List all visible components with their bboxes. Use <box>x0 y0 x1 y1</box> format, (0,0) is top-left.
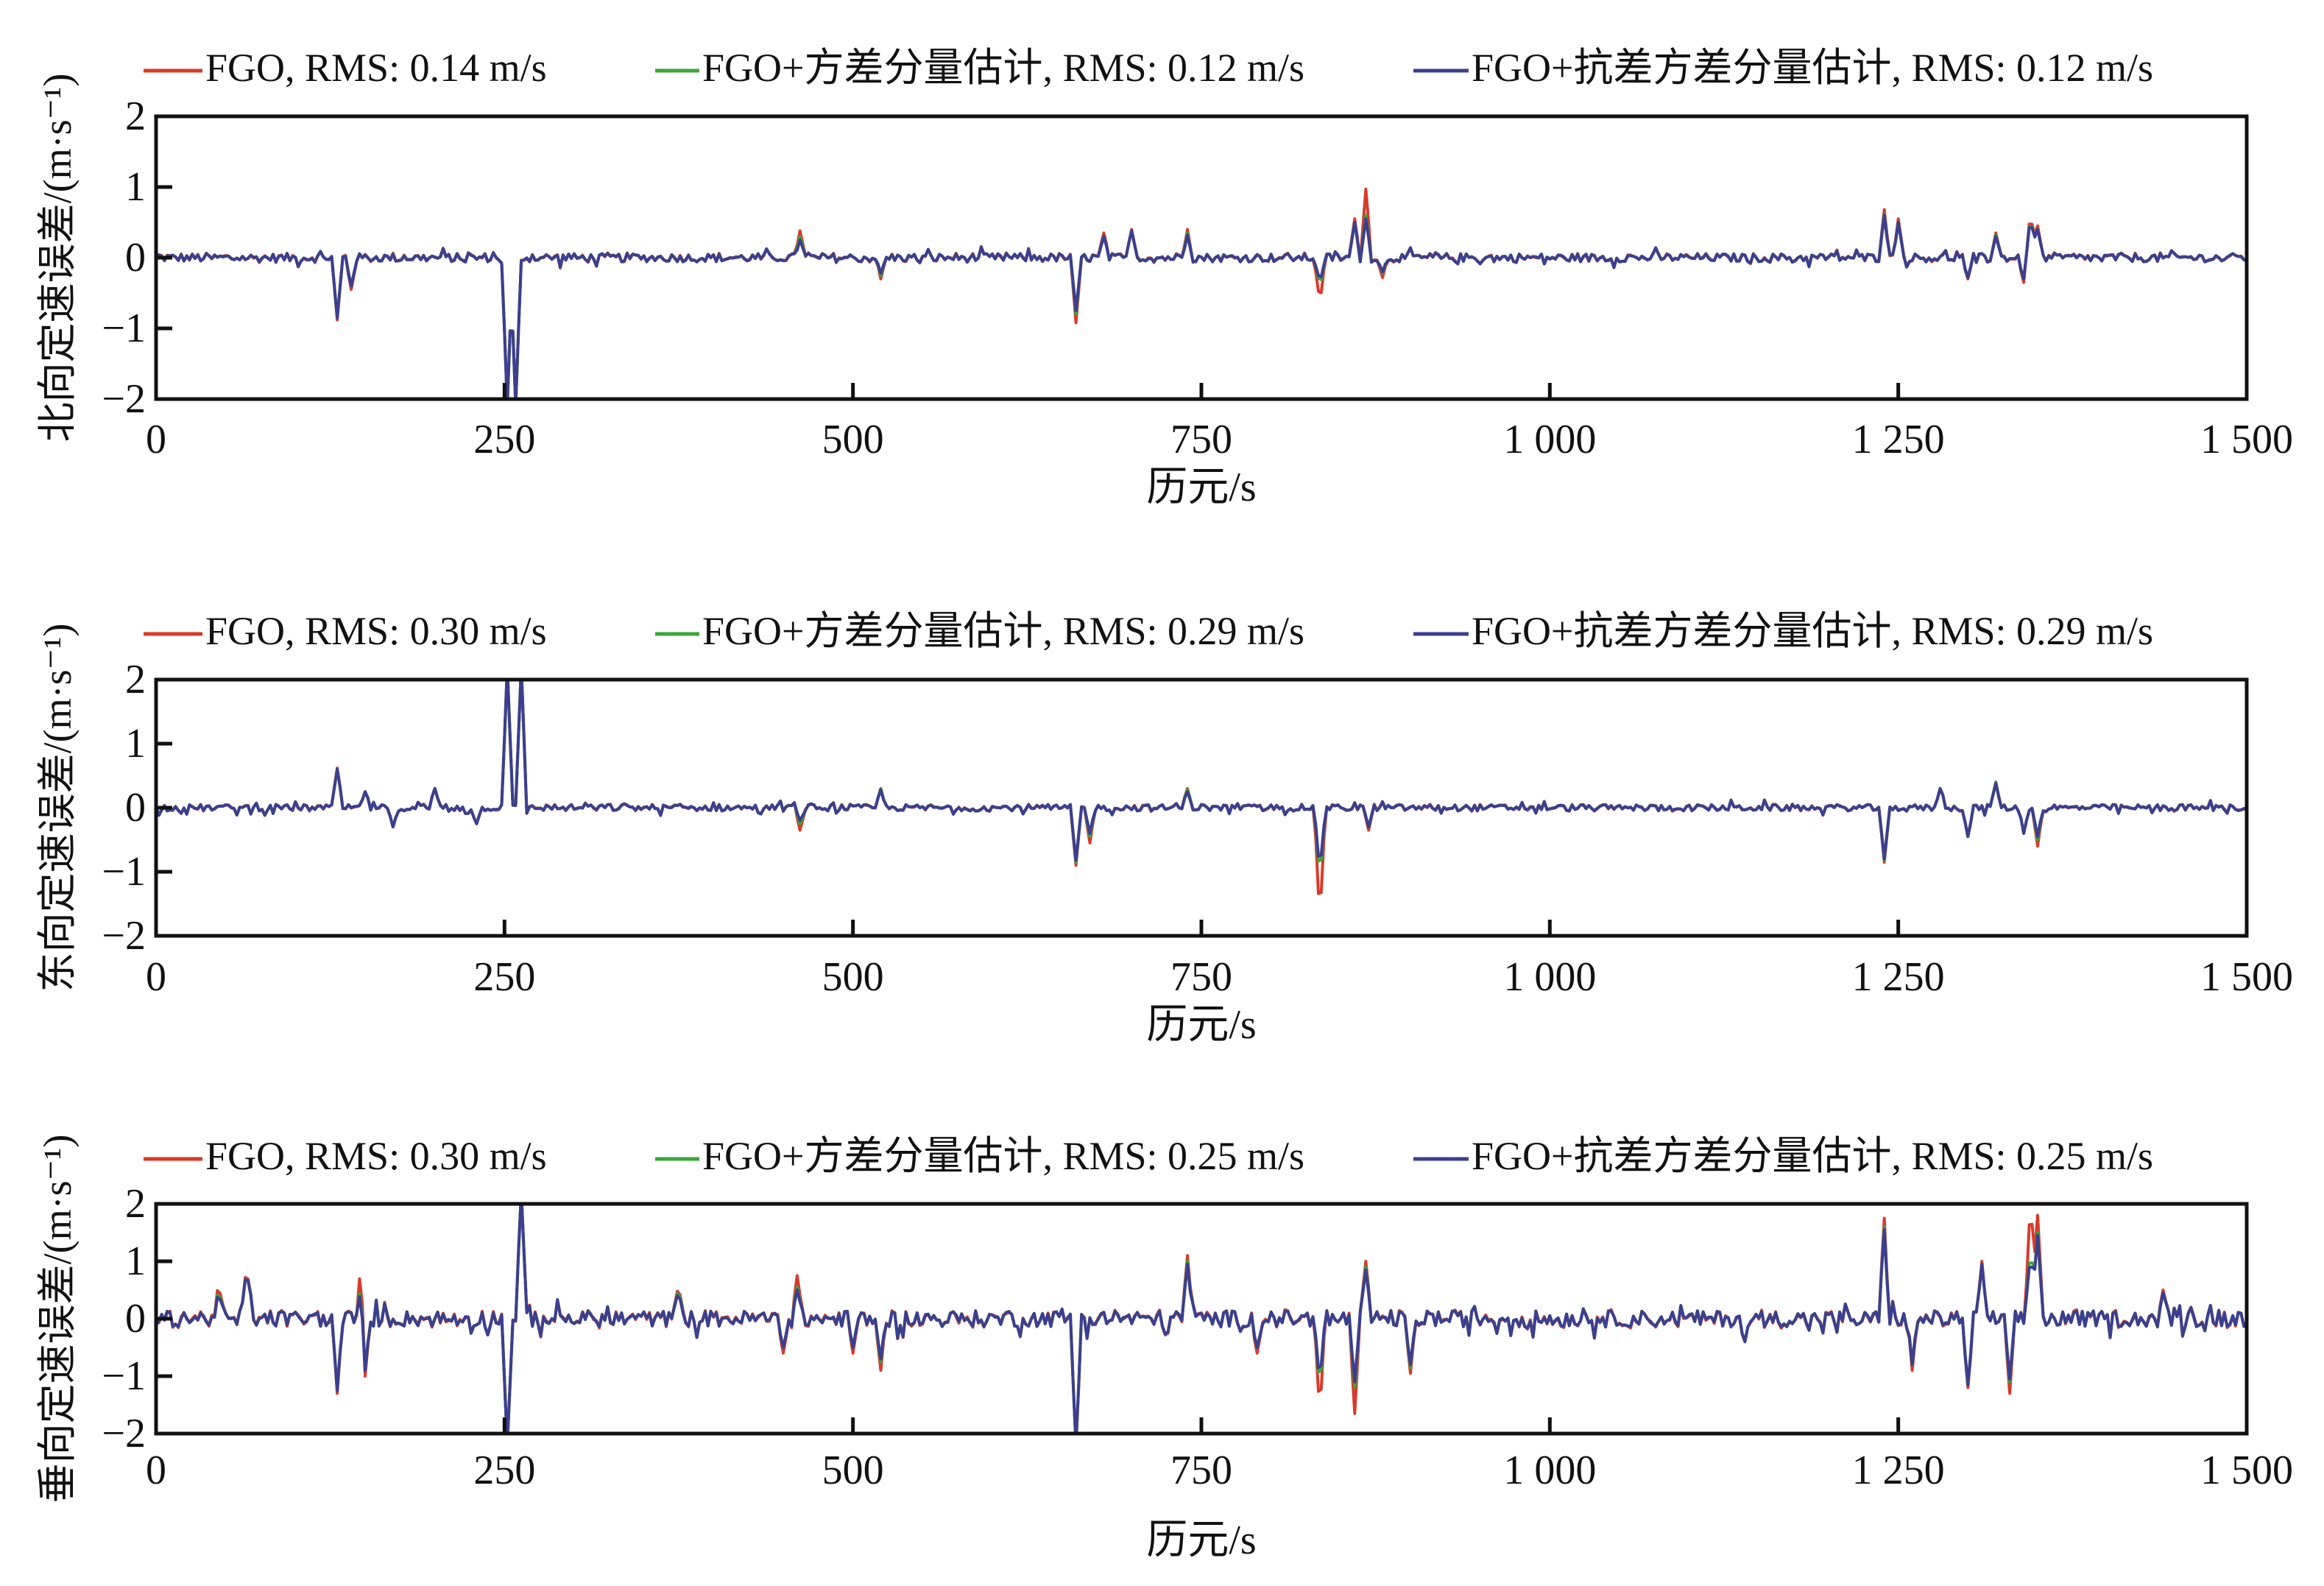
x-tick-label: 1 000 <box>1503 954 1596 1000</box>
y-tick-label: 2 <box>125 94 146 139</box>
y-tick-label: −2 <box>102 913 146 959</box>
series-line-1 <box>156 187 2247 399</box>
x-tick-label: 500 <box>822 954 884 1000</box>
x-tick-label: 1 250 <box>1852 417 1945 462</box>
y-tick-label: −1 <box>102 306 146 351</box>
series-line-2 <box>156 680 2247 864</box>
x-tick-label: 0 <box>146 417 166 462</box>
x-axis-label: 历元/s <box>1146 465 1256 510</box>
legend-label-1: FGO, RMS: 0.30 m/s <box>205 1134 547 1178</box>
x-tick-label: 250 <box>473 954 535 1000</box>
legend-label-3: FGO+抗差方差分量估计, RMS: 0.29 m/s <box>1472 609 2153 653</box>
x-tick-label: 1 500 <box>2200 1448 2293 1493</box>
x-tick-label: 500 <box>822 417 884 462</box>
series-line-3 <box>156 214 2247 399</box>
legend-label-1: FGO, RMS: 0.30 m/s <box>205 609 547 653</box>
x-tick-label: 1 000 <box>1503 1448 1596 1493</box>
series-line-1 <box>156 680 2247 895</box>
x-tick-label: 250 <box>473 1448 535 1493</box>
x-tick-label: 1 250 <box>1852 1448 1945 1493</box>
y-tick-label: 2 <box>125 657 146 702</box>
legend-label-2: FGO+方差分量估计, RMS: 0.12 m/s <box>702 46 1304 90</box>
legend-label-3: FGO+抗差方差分量估计, RMS: 0.12 m/s <box>1472 46 2153 90</box>
legend-label-2: FGO+方差分量估计, RMS: 0.25 m/s <box>702 1134 1304 1178</box>
series-line-3 <box>156 1204 2247 1434</box>
x-axis-label: 历元/s <box>1146 1518 1256 1563</box>
x-tick-label: 1 500 <box>2200 417 2293 462</box>
x-tick-label: 0 <box>146 954 166 1000</box>
y-axis-label: 北向定速误差/(m·s⁻¹) <box>35 74 80 443</box>
y-tick-label: 1 <box>125 1238 146 1284</box>
y-tick-label: 0 <box>125 785 146 831</box>
chart-panel-3: FGO, RMS: 0.30 m/s FGO+方差分量估计, RMS: 0.25 … <box>35 1134 2293 1563</box>
legend-label-1: FGO, RMS: 0.14 m/s <box>205 46 547 90</box>
x-axis-label: 历元/s <box>1146 1002 1256 1048</box>
legend-label-3: FGO+抗差方差分量估计, RMS: 0.25 m/s <box>1472 1134 2153 1178</box>
x-tick-label: 750 <box>1170 417 1232 462</box>
x-tick-label: 1 250 <box>1852 954 1945 1000</box>
y-tick-label: 2 <box>125 1181 146 1227</box>
x-tick-label: 250 <box>473 417 535 462</box>
x-tick-label: 1 000 <box>1503 417 1596 462</box>
y-axis-label: 东向定速误差/(m·s⁻¹) <box>35 624 80 993</box>
y-tick-label: −2 <box>102 1411 146 1456</box>
y-tick-label: −1 <box>102 849 146 895</box>
x-tick-label: 1 500 <box>2200 954 2293 1000</box>
series-line-3 <box>156 680 2247 862</box>
x-tick-label: 750 <box>1170 954 1232 1000</box>
y-tick-label: 0 <box>125 1296 146 1342</box>
x-tick-label: 750 <box>1170 1448 1232 1493</box>
y-axis-label: 垂向定速误差/(m·s⁻¹) <box>35 1135 80 1504</box>
legend-label-2: FGO+方差分量估计, RMS: 0.29 m/s <box>702 609 1304 653</box>
y-tick-label: 0 <box>125 235 146 281</box>
chart-panel-1: FGO, RMS: 0.14 m/s FGO+方差分量估计, RMS: 0.12 … <box>35 46 2293 510</box>
y-tick-label: −1 <box>102 1353 146 1399</box>
series-line-2 <box>156 212 2247 399</box>
chart-panel-2: FGO, RMS: 0.30 m/s FGO+方差分量估计, RMS: 0.29 … <box>35 609 2293 1048</box>
x-tick-label: 500 <box>822 1448 884 1493</box>
y-tick-label: 1 <box>125 164 146 210</box>
y-tick-label: −2 <box>102 376 146 422</box>
y-tick-label: 1 <box>125 721 146 766</box>
x-tick-label: 0 <box>146 1448 166 1493</box>
